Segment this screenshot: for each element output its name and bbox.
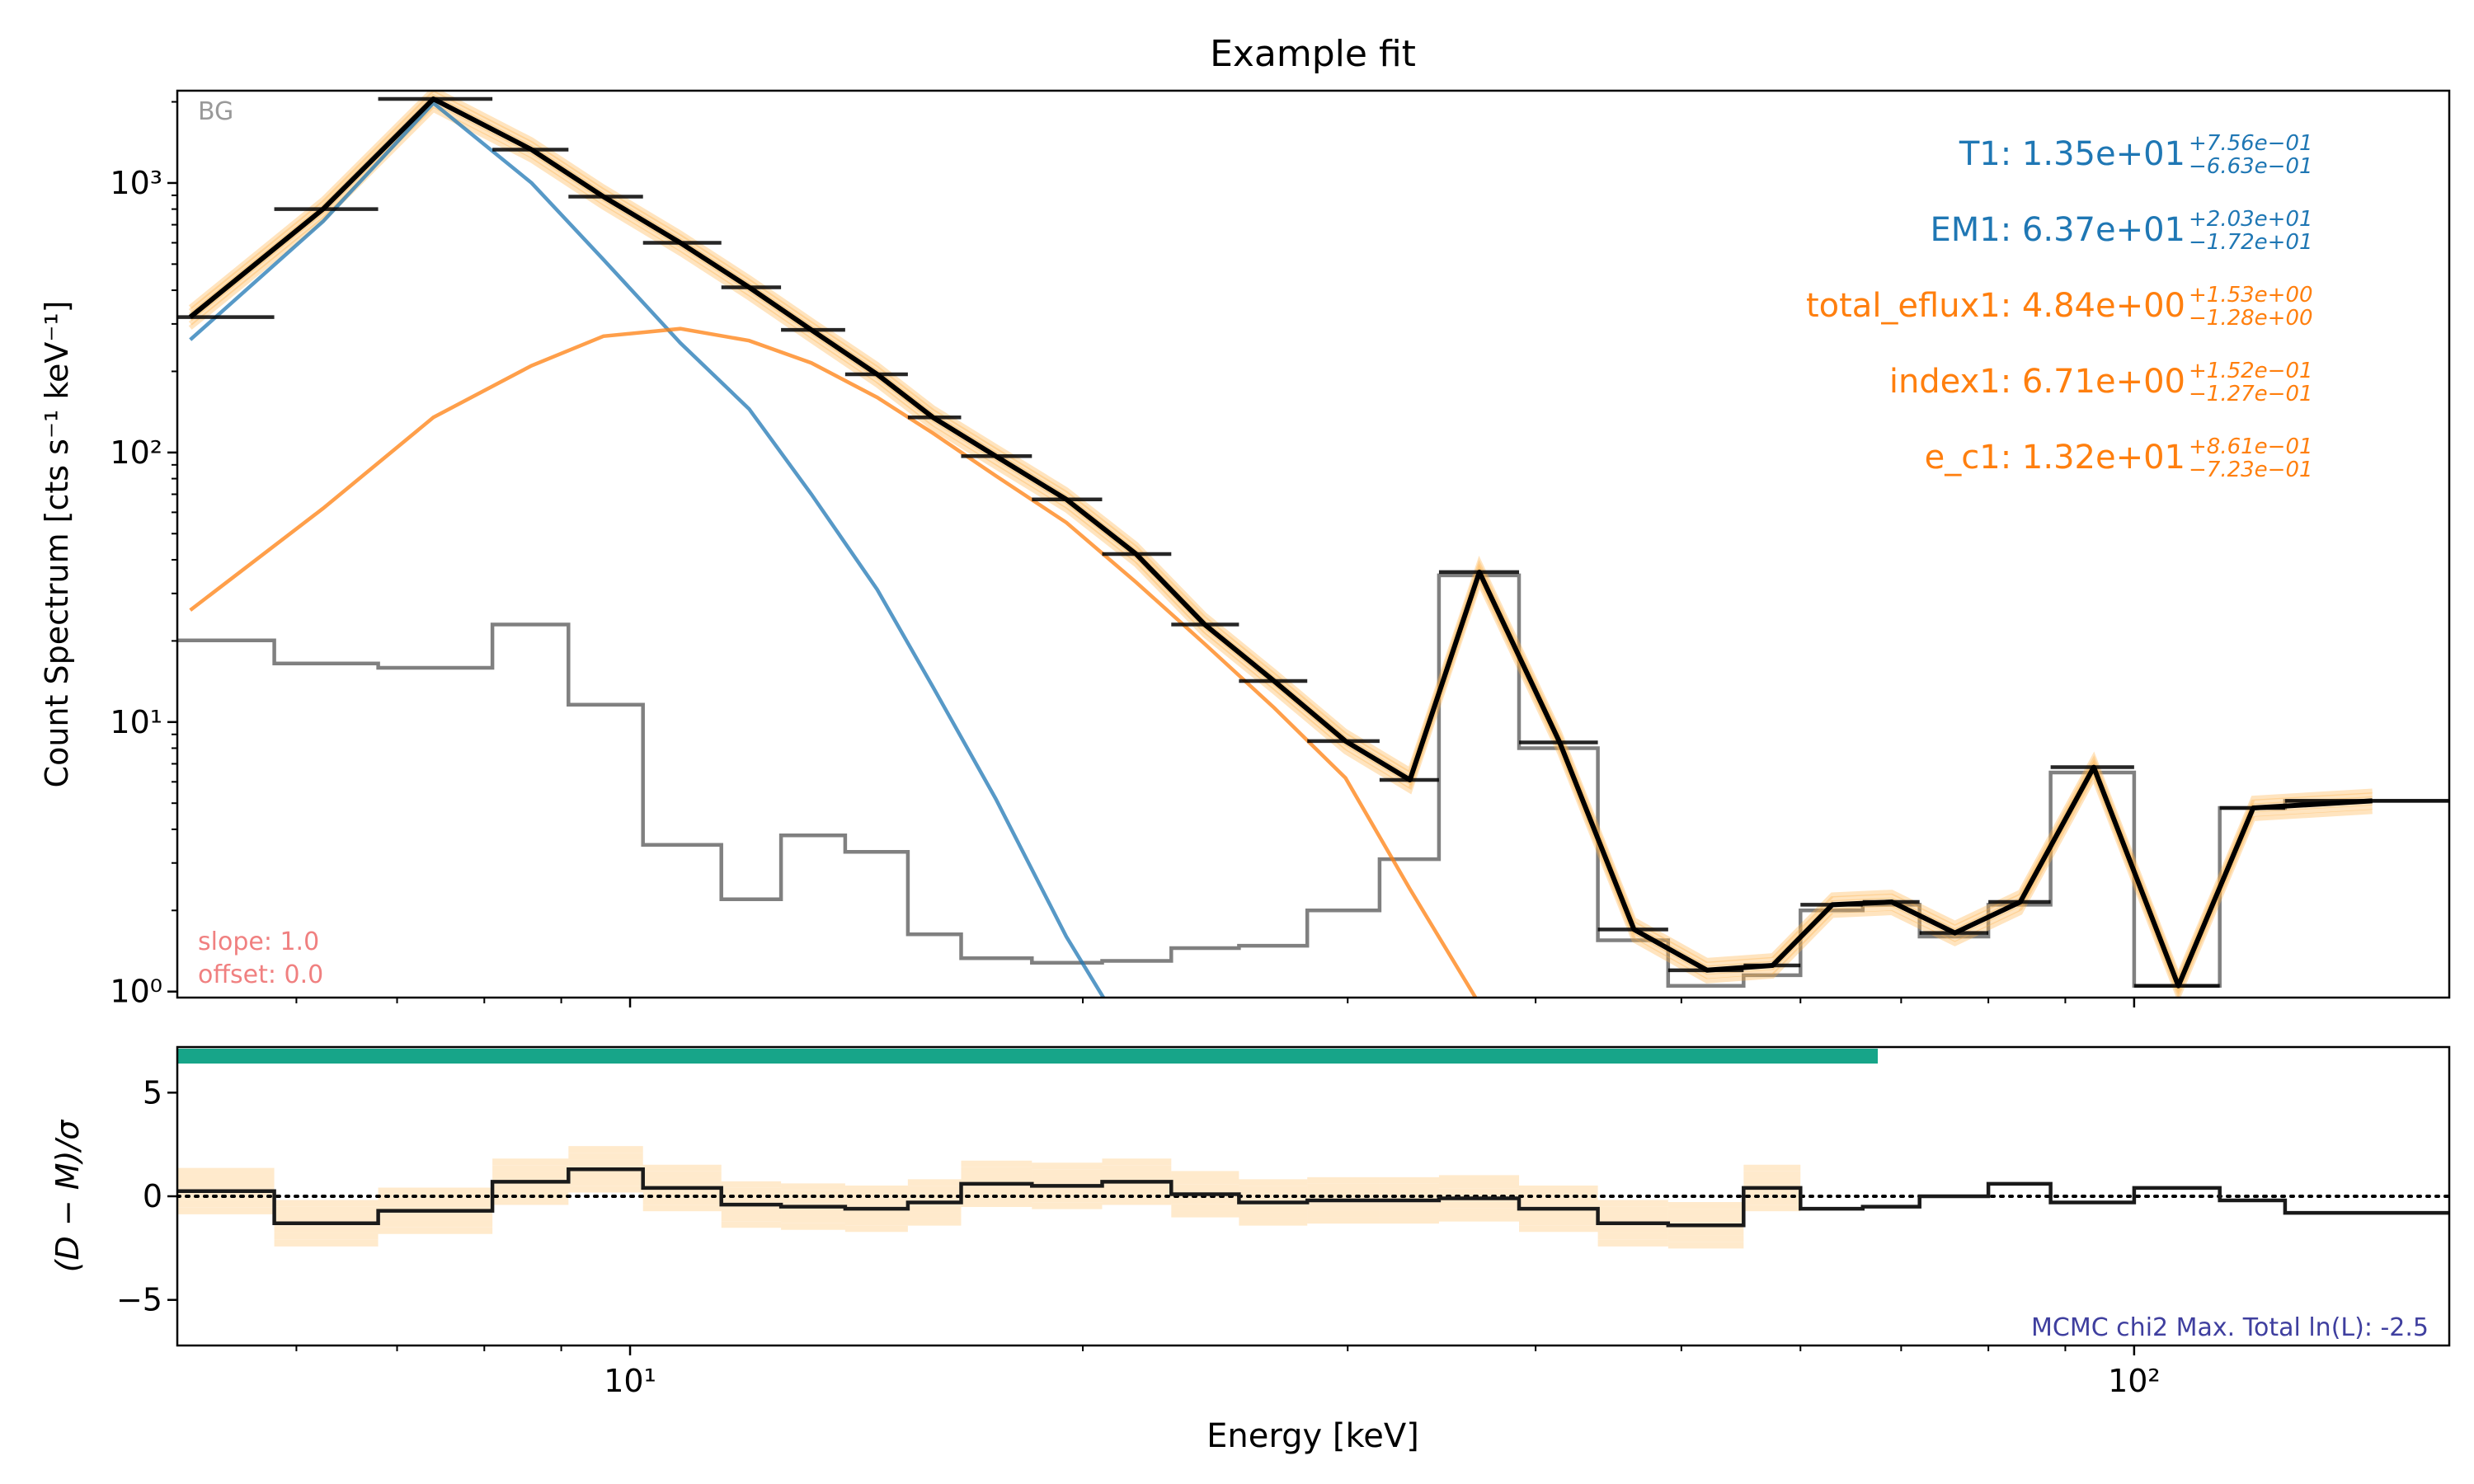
thermal-component-line xyxy=(189,100,1106,998)
calibration-offset: offset: 0.0 xyxy=(198,960,323,989)
parameter-annotation: e_c1: 1.32e+01 +8.61e−01−7.23e−01 xyxy=(1925,434,2313,482)
x-tick-label: 10² xyxy=(2108,1363,2161,1399)
y-tick-label-residual: 0 xyxy=(143,1178,162,1214)
background-corner-label: BG xyxy=(198,97,233,126)
y-tick-label-top: 10⁰ xyxy=(110,974,162,1010)
mcmc-sample-line xyxy=(188,91,2373,987)
residual-step-line xyxy=(177,1167,2449,1228)
parameter-lower-error: −1.72e+01 xyxy=(2189,230,2313,255)
spectrum-plot-area xyxy=(177,91,2449,998)
parameter-annotation: total_eflux1: 4.84e+00 +1.53e+00−1.28e+00 xyxy=(1806,283,2313,331)
y-tick-label-residual: 5 xyxy=(143,1074,162,1111)
parameter-value: index1: 6.71e+00 xyxy=(1889,363,2185,401)
mcmc-sample-line xyxy=(188,91,2373,983)
calibration-slope: slope: 1.0 xyxy=(198,928,319,956)
parameter-annotation: EM1: 6.37e+01 +2.03e+01−1.72e+01 xyxy=(1930,207,2312,255)
parameter-upper-error: +1.52e−01 xyxy=(2189,359,2313,383)
total-model-line xyxy=(188,96,2373,989)
y-axis-label-residual: (D − M)/σ xyxy=(49,1119,86,1272)
parameter-lower-error: −1.28e+00 xyxy=(2189,306,2313,331)
parameter-upper-error: +2.03e+01 xyxy=(2189,207,2313,232)
y-axis-label-top: Count Spectrum [cts s⁻¹ keV⁻¹] xyxy=(39,301,75,788)
spectrum-axes-border xyxy=(176,89,2451,999)
parameter-upper-error: +8.61e−01 xyxy=(2189,434,2313,459)
chart-title: Example fit xyxy=(1210,33,1416,75)
x-tick-label: 10¹ xyxy=(604,1363,656,1399)
parameter-lower-error: −7.23e−01 xyxy=(2189,458,2313,482)
parameter-value: T1: 1.35e+01 xyxy=(1959,135,2185,173)
spectrum-axes-frame xyxy=(177,91,2449,998)
mcmc-sample-line xyxy=(188,106,2373,998)
residual-plot-area xyxy=(177,1146,2449,1249)
parameter-annotation: T1: 1.35e+01 +7.56e−01−6.63e−01 xyxy=(1959,131,2313,179)
parameter-upper-error: +7.56e−01 xyxy=(2189,131,2313,156)
y-tick-label-top: 10² xyxy=(110,434,162,471)
y-tick-label-top: 10³ xyxy=(110,165,162,201)
y-tick-label-residual: −5 xyxy=(116,1282,162,1318)
parameter-value: total_eflux1: 4.84e+00 xyxy=(1806,287,2185,325)
parameter-upper-error: +1.53e+00 xyxy=(2189,283,2313,308)
parameter-value: EM1: 6.37e+01 xyxy=(1930,211,2185,249)
parameter-lower-error: −6.63e−01 xyxy=(2189,154,2313,179)
fit-range-bar xyxy=(177,1049,1878,1064)
parameter-lower-error: −1.27e−01 xyxy=(2189,382,2313,406)
parameter-value: e_c1: 1.32e+01 xyxy=(1925,439,2185,477)
y-tick-label-top: 10¹ xyxy=(110,704,162,740)
nonthermal-component-line xyxy=(189,326,1478,998)
parameter-annotation: index1: 6.71e+00 +1.52e−01−1.27e−01 xyxy=(1889,359,2313,406)
mcmc-stat-label: MCMC chi2 Max. Total ln(L): -2.5 xyxy=(2031,1313,2429,1342)
x-axis-label: Energy [keV] xyxy=(1206,1417,1419,1455)
